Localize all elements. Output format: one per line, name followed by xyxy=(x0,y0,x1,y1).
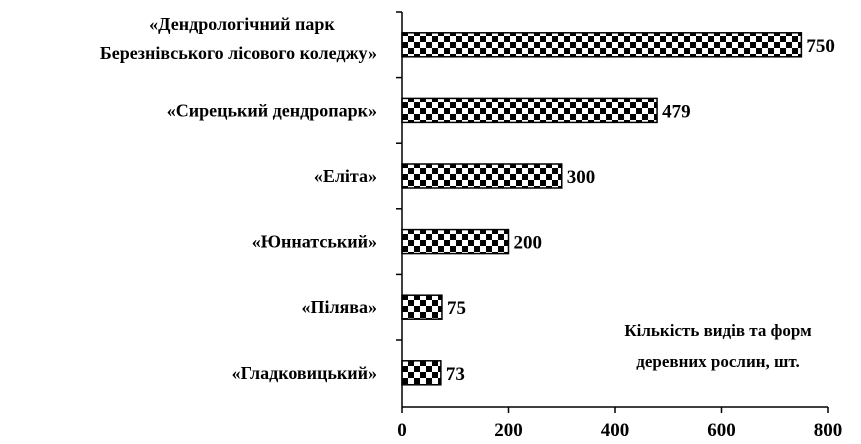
data-label: 75 xyxy=(447,298,466,319)
bar xyxy=(401,228,510,255)
bar xyxy=(401,360,442,386)
category-label: «Пілява» xyxy=(301,297,377,317)
bar xyxy=(401,294,443,320)
x-tick-label: 200 xyxy=(494,420,523,439)
axis-note: Кількість видів та форм деревних рослин, … xyxy=(624,321,812,371)
category-label: «Еліта» xyxy=(314,166,377,186)
x-tick-label: 600 xyxy=(707,420,736,439)
category-label: «Юннатський» xyxy=(252,232,377,252)
data-label: 200 xyxy=(514,233,543,254)
axes xyxy=(396,11,829,413)
x-tick-labels: 0 200 400 600 800 xyxy=(397,420,843,441)
category-label: «Сирецький дендропарк» xyxy=(167,100,377,120)
category-labels: «Дендрологічний парк Березнівського лісов… xyxy=(100,14,377,383)
bars-group xyxy=(401,32,803,386)
x-tick-label: 800 xyxy=(814,420,843,439)
bar xyxy=(401,163,563,189)
bar xyxy=(401,32,803,58)
category-label: «Гладковицький» xyxy=(232,363,377,383)
x-tick-label: 400 xyxy=(601,420,630,439)
data-label: 479 xyxy=(662,101,691,122)
data-label: 750 xyxy=(806,36,835,57)
data-label: 73 xyxy=(446,364,465,385)
x-tick-label: 0 xyxy=(397,420,407,439)
category-label: «Дендрологічний парк Березнівського лісов… xyxy=(100,14,377,63)
data-label: 300 xyxy=(567,167,596,188)
bar xyxy=(401,97,658,124)
data-labels: 750 479 300 200 75 73 xyxy=(446,36,835,385)
